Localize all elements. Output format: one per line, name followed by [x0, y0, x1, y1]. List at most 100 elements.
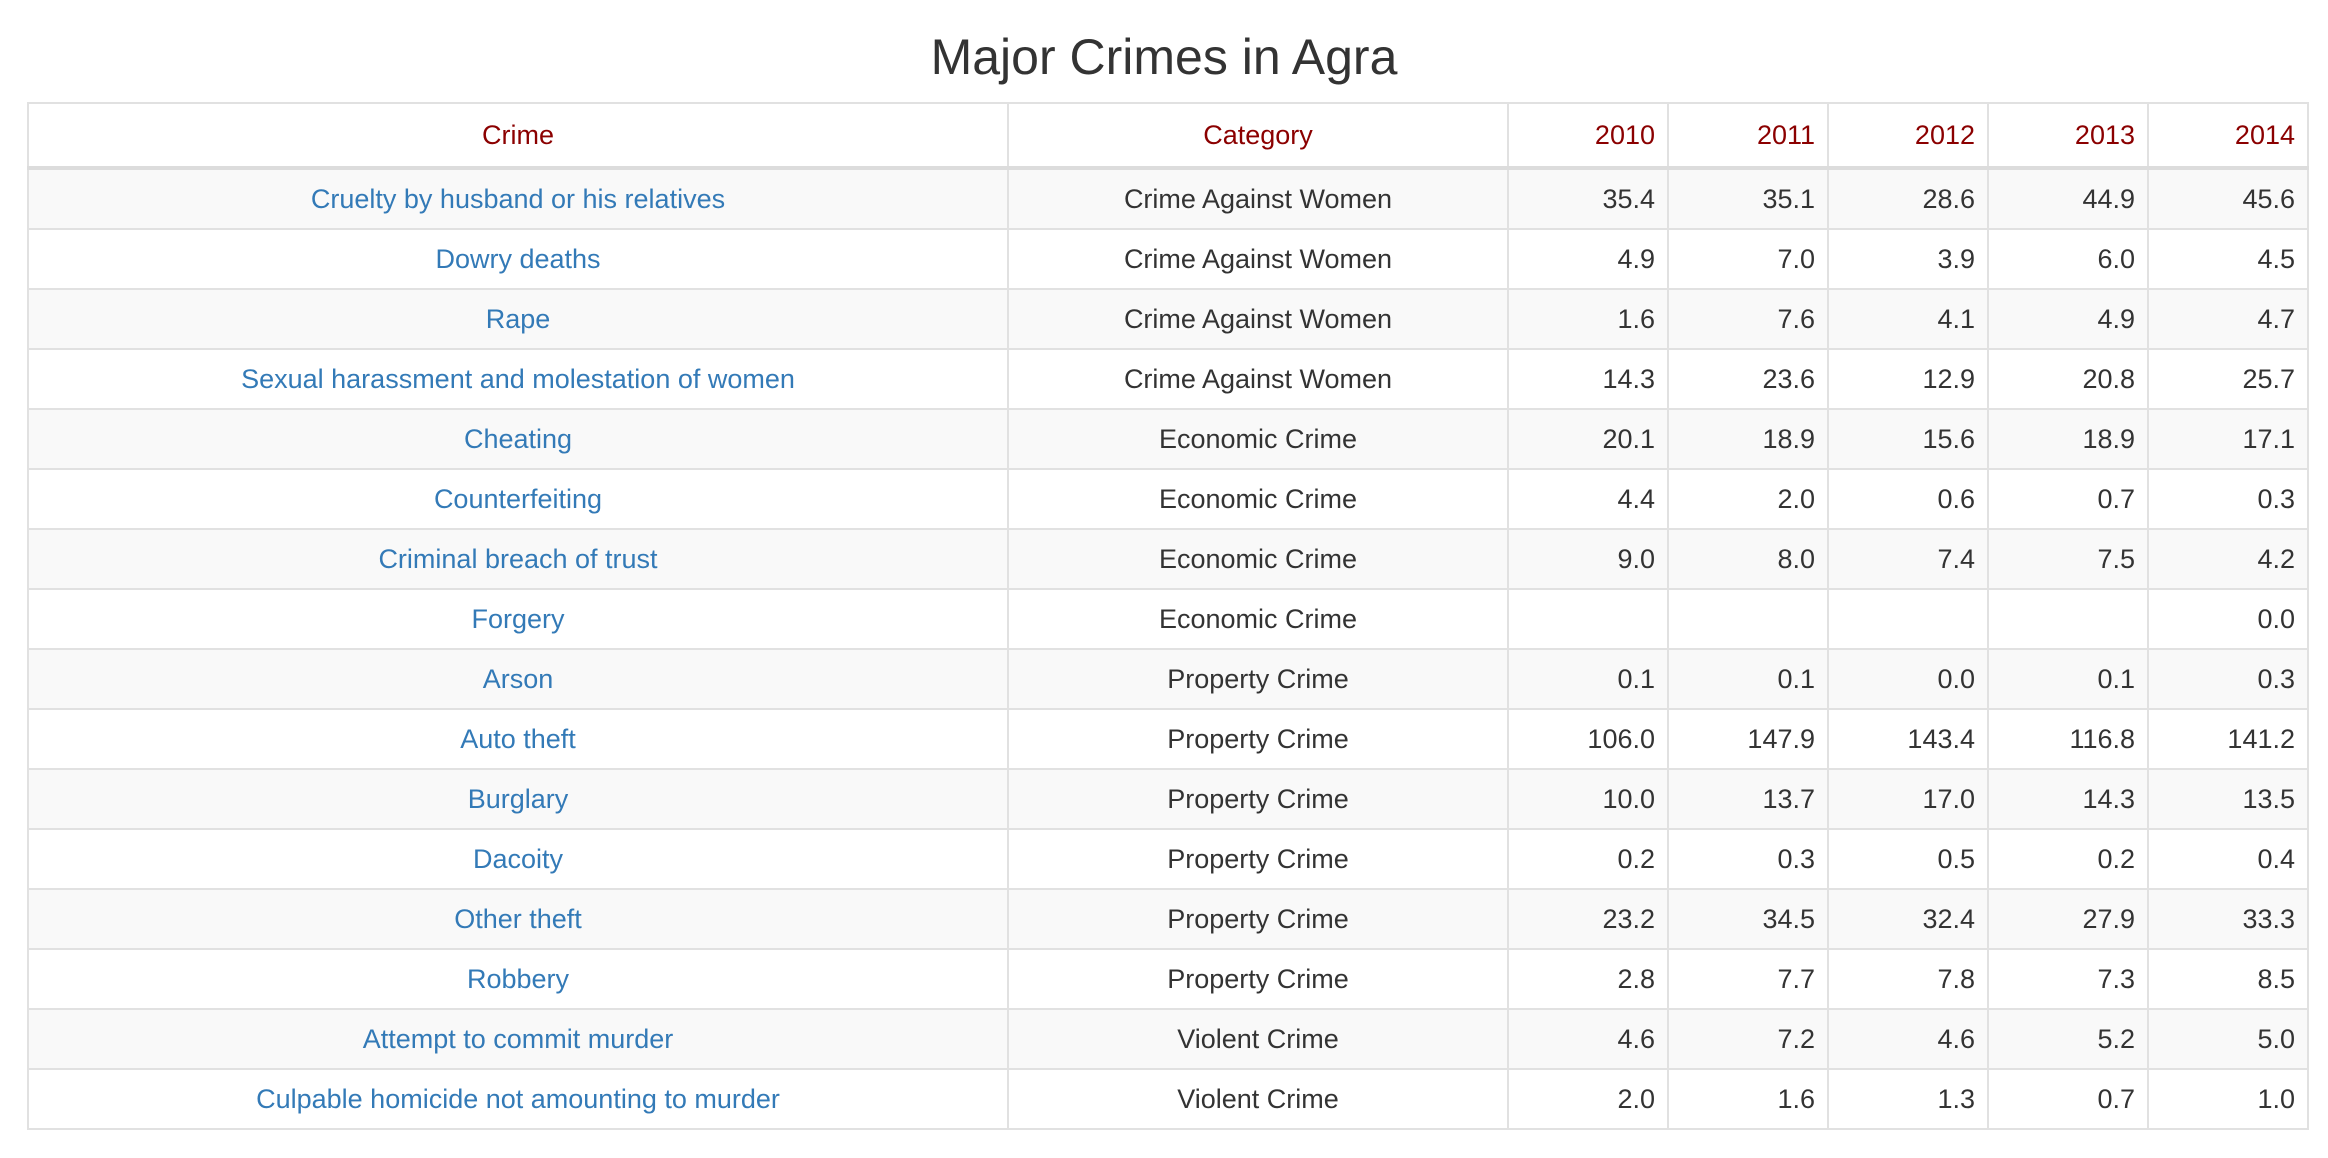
value-cell: 143.4 — [1827, 708, 1989, 770]
value-cell: 0.0 — [1827, 648, 1989, 710]
category-cell: Violent Crime — [1007, 1068, 1509, 1130]
value-cell: 4.6 — [1507, 1008, 1669, 1070]
crime-link[interactable]: Dowry deaths — [435, 243, 601, 274]
value-cell: 10.0 — [1507, 768, 1669, 830]
crime-link[interactable]: Arson — [482, 663, 554, 694]
value-cell: 7.4 — [1827, 528, 1989, 590]
value-cell: 2.8 — [1507, 948, 1669, 1010]
table-row: Dacoity Property Crime 0.2 0.3 0.5 0.2 0.4 — [27, 828, 2309, 890]
category-cell: Property Crime — [1007, 948, 1509, 1010]
crime-cell: Auto theft — [27, 708, 1009, 770]
column-header-category[interactable]: Category — [1007, 102, 1509, 170]
value-cell: 6.0 — [1987, 228, 2149, 290]
value-cell: 4.9 — [1987, 288, 2149, 350]
value-cell: 13.7 — [1667, 768, 1829, 830]
value-cell: 4.9 — [1507, 228, 1669, 290]
crime-link[interactable]: Attempt to commit murder — [362, 1023, 674, 1054]
value-cell: 116.8 — [1987, 708, 2149, 770]
category-cell: Property Crime — [1007, 648, 1509, 710]
value-cell — [1667, 588, 1829, 650]
column-header-2013[interactable]: 2013 — [1987, 102, 2149, 170]
crime-cell: Dacoity — [27, 828, 1009, 890]
value-cell: 0.3 — [2147, 468, 2309, 530]
crime-link[interactable]: Cruelty by husband or his relatives — [310, 183, 726, 214]
category-cell: Crime Against Women — [1007, 167, 1509, 230]
table-row: Cheating Economic Crime 20.1 18.9 15.6 18.9 17… — [27, 408, 2309, 470]
crime-link[interactable]: Counterfeiting — [433, 483, 603, 514]
crime-cell: Rape — [27, 288, 1009, 350]
table-row: Other theft Property Crime 23.2 34.5 32.4 27.… — [27, 888, 2309, 950]
value-cell — [1987, 588, 2149, 650]
category-cell: Crime Against Women — [1007, 348, 1509, 410]
crime-link[interactable]: Cheating — [463, 423, 573, 454]
value-cell: 7.0 — [1667, 228, 1829, 290]
value-cell: 0.6 — [1827, 468, 1989, 530]
table-row: Attempt to commit murder Violent Crime 4.6… — [27, 1008, 2309, 1070]
category-cell: Crime Against Women — [1007, 228, 1509, 290]
value-cell: 8.5 — [2147, 948, 2309, 1010]
value-cell: 141.2 — [2147, 708, 2309, 770]
crime-cell: Cheating — [27, 408, 1009, 470]
crime-link[interactable]: Rape — [485, 303, 551, 334]
value-cell: 147.9 — [1667, 708, 1829, 770]
category-cell: Economic Crime — [1007, 468, 1509, 530]
value-cell: 1.0 — [2147, 1068, 2309, 1130]
value-cell: 35.4 — [1507, 167, 1669, 230]
value-cell: 28.6 — [1827, 167, 1989, 230]
value-cell: 32.4 — [1827, 888, 1989, 950]
crime-cell: Culpable homicide not amounting to murde… — [27, 1068, 1009, 1130]
crime-link[interactable]: Sexual harassment and molestation of wom… — [241, 363, 795, 394]
value-cell: 5.2 — [1987, 1008, 2149, 1070]
value-cell: 13.5 — [2147, 768, 2309, 830]
crime-cell: Other theft — [27, 888, 1009, 950]
category-cell: Property Crime — [1007, 768, 1509, 830]
value-cell: 4.4 — [1507, 468, 1669, 530]
value-cell: 0.7 — [1987, 1068, 2149, 1130]
value-cell: 1.6 — [1507, 288, 1669, 350]
value-cell: 0.4 — [2147, 828, 2309, 890]
crime-link[interactable]: Culpable homicide not amounting to murde… — [256, 1083, 780, 1114]
value-cell: 45.6 — [2147, 167, 2309, 230]
value-cell: 2.0 — [1667, 468, 1829, 530]
crime-cell: Dowry deaths — [27, 228, 1009, 290]
column-header-2010[interactable]: 2010 — [1507, 102, 1669, 170]
value-cell: 44.9 — [1987, 167, 2149, 230]
crime-link[interactable]: Criminal breach of trust — [378, 543, 658, 574]
column-header-2014[interactable]: 2014 — [2147, 102, 2309, 170]
column-header-crime[interactable]: Crime — [27, 102, 1009, 170]
value-cell: 17.0 — [1827, 768, 1989, 830]
value-cell: 1.3 — [1827, 1068, 1989, 1130]
value-cell: 7.6 — [1667, 288, 1829, 350]
value-cell: 0.0 — [2147, 588, 2309, 650]
crime-link[interactable]: Other theft — [454, 903, 582, 934]
crime-link[interactable]: Auto theft — [460, 723, 576, 754]
column-header-2011[interactable]: 2011 — [1667, 102, 1829, 170]
table-row: Burglary Property Crime 10.0 13.7 17.0 14.3 13… — [27, 768, 2309, 830]
value-cell — [1827, 588, 1989, 650]
table-row: Culpable homicide not amounting to murde… — [27, 1068, 2309, 1130]
crime-cell: Attempt to commit murder — [27, 1008, 1009, 1070]
crime-link[interactable]: Dacoity — [472, 843, 564, 874]
column-header-2012[interactable]: 2012 — [1827, 102, 1989, 170]
value-cell: 34.5 — [1667, 888, 1829, 950]
value-cell — [1507, 588, 1669, 650]
value-cell: 14.3 — [1987, 768, 2149, 830]
category-cell: Economic Crime — [1007, 408, 1509, 470]
value-cell: 0.1 — [1987, 648, 2149, 710]
table-header: Crime Category 2010 2011 2012 2013 2014 — [27, 102, 2309, 170]
value-cell: 9.0 — [1507, 528, 1669, 590]
value-cell: 14.3 — [1507, 348, 1669, 410]
category-cell: Crime Against Women — [1007, 288, 1509, 350]
value-cell: 4.1 — [1827, 288, 1989, 350]
value-cell: 20.1 — [1507, 408, 1669, 470]
crime-link[interactable]: Forgery — [471, 603, 565, 634]
value-cell: 4.2 — [2147, 528, 2309, 590]
value-cell: 0.7 — [1987, 468, 2149, 530]
table-row: Rape Crime Against Women 1.6 7.6 4.1 4.9 4.7 — [27, 288, 2309, 350]
crime-link[interactable]: Robbery — [466, 963, 570, 994]
value-cell: 27.9 — [1987, 888, 2149, 950]
value-cell: 0.1 — [1667, 648, 1829, 710]
crime-link[interactable]: Burglary — [467, 783, 569, 814]
crime-cell: Burglary — [27, 768, 1009, 830]
